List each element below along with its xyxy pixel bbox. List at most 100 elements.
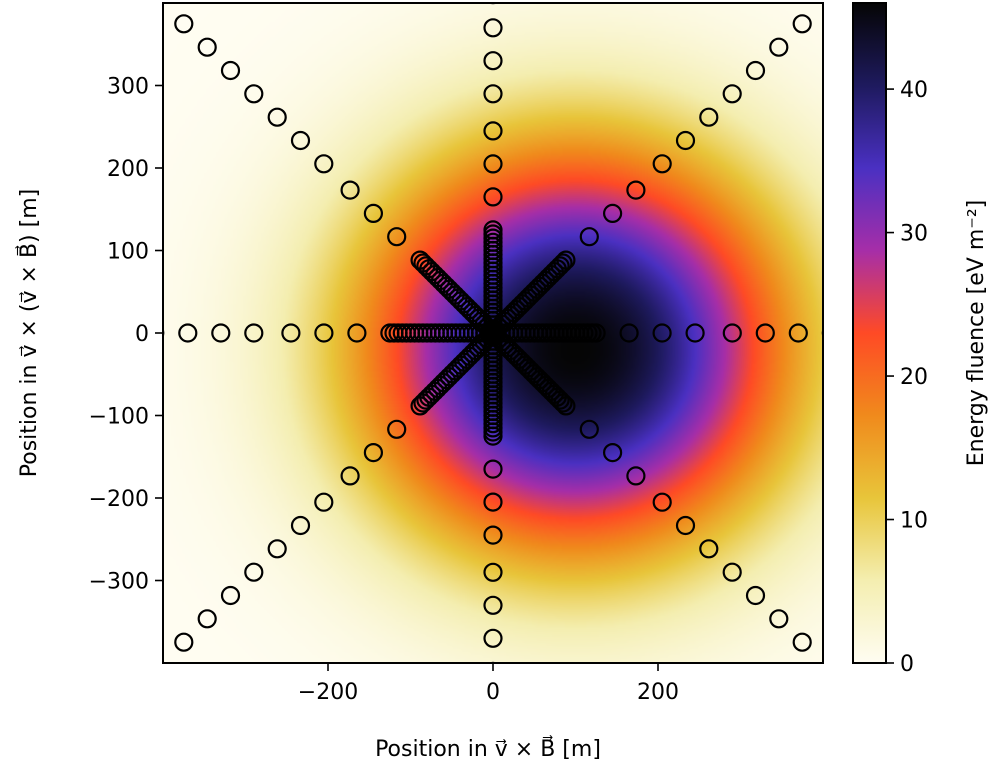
antenna-marker <box>483 426 503 446</box>
antenna-marker <box>788 323 808 343</box>
y-axis: −300 −200 −100 0 100 200 300 <box>89 75 163 595</box>
antenna-marker <box>675 515 696 536</box>
antenna-marker <box>483 220 503 240</box>
antenna-marker <box>483 154 503 174</box>
antenna-marker <box>652 154 672 174</box>
y-tick-label: −300 <box>89 570 149 595</box>
antenna-marker <box>340 466 360 486</box>
antenna-marker <box>387 227 407 247</box>
antenna-marker <box>652 492 672 512</box>
y-tick-label: 100 <box>107 240 149 265</box>
x-tick-label: 200 <box>637 680 679 705</box>
antenna-marker <box>211 323 231 343</box>
antenna-marker <box>363 443 383 463</box>
antenna-marker <box>602 203 623 223</box>
antenna-marker <box>174 632 194 652</box>
antenna-marker <box>416 390 436 410</box>
antenna-marker <box>556 250 576 270</box>
antenna-marker <box>922 325 939 342</box>
antenna-marker <box>821 328 823 338</box>
antenna-marker <box>556 396 576 416</box>
antenna-marker <box>267 107 287 127</box>
antenna-marker <box>174 14 194 34</box>
antenna-marker <box>483 84 503 104</box>
antenna-marker <box>579 227 599 247</box>
antenna-marker <box>769 609 789 629</box>
antenna-marker <box>550 390 570 410</box>
antenna-marker <box>267 539 287 559</box>
colorbar-tick-label: 40 <box>900 78 928 103</box>
antenna-marker <box>579 419 599 439</box>
antenna-marker <box>722 562 742 582</box>
antenna-marker <box>722 84 742 104</box>
antenna-marker <box>80 325 97 342</box>
antenna-marker <box>586 323 606 343</box>
antenna-marker <box>220 585 241 606</box>
antenna-marker <box>244 562 264 582</box>
colorbar: 0 10 20 30 40 Energy fluence [eV m⁻²] <box>852 2 989 677</box>
antenna-marker <box>314 323 334 343</box>
colorbar-ticks: 0 10 20 30 40 <box>886 78 928 677</box>
antenna-marker <box>483 562 503 582</box>
antenna-marker <box>413 253 433 273</box>
antenna-marker <box>483 525 503 545</box>
antenna-marker <box>483 51 503 71</box>
colorbar-tick-label: 0 <box>900 652 914 677</box>
antenna-marker <box>363 203 383 223</box>
y-tick-label: −100 <box>89 405 149 430</box>
antenna-marker <box>483 121 503 141</box>
antenna-marker <box>347 323 367 343</box>
antenna-marker <box>197 37 217 57</box>
antenna-marker <box>178 323 198 343</box>
y-tick-label: 200 <box>107 157 149 182</box>
antenna-marker <box>553 253 573 273</box>
antenna-marker <box>244 323 264 343</box>
y-tick-label: 300 <box>107 75 149 100</box>
antenna-marker <box>745 585 766 606</box>
antenna-marker <box>889 325 906 342</box>
colorbar-tick-label: 10 <box>900 509 928 534</box>
antenna-marker <box>314 154 334 174</box>
antenna-marker <box>483 492 503 512</box>
antenna-marker <box>483 595 503 615</box>
antenna-marker <box>652 323 672 343</box>
y-tick-label: −200 <box>89 487 149 512</box>
antenna-marker <box>483 459 503 479</box>
antenna-marker <box>416 256 436 276</box>
antenna-marker <box>410 396 430 416</box>
antenna-marker <box>792 14 812 34</box>
antenna-marker <box>413 393 433 413</box>
antenna-marker <box>675 130 696 151</box>
antenna-marker <box>281 323 301 343</box>
antenna-marker <box>769 37 789 57</box>
colorbar-tick-label: 20 <box>900 365 928 390</box>
antenna-marker <box>550 256 570 276</box>
antenna-marker <box>755 323 775 343</box>
antenna-marker <box>745 60 766 81</box>
antenna-marker <box>314 492 334 512</box>
antenna-marker <box>483 18 503 38</box>
antenna-marker <box>699 539 719 559</box>
antenna-marker <box>626 466 646 486</box>
antenna-marker <box>113 325 130 342</box>
colorbar-fill <box>853 3 886 663</box>
antenna-marker <box>410 250 430 270</box>
colorbar-frame <box>852 2 887 664</box>
x-tick-label: −200 <box>298 680 358 705</box>
antenna-markers <box>47 3 939 663</box>
antenna-marker <box>699 107 719 127</box>
antenna-marker <box>626 180 646 200</box>
colorbar-label: Energy fluence [eV m⁻²] <box>964 200 989 467</box>
antenna-marker <box>792 632 812 652</box>
antenna-marker <box>685 323 705 343</box>
plot-area <box>47 2 939 664</box>
antenna-marker <box>47 325 64 342</box>
antenna-marker <box>602 443 623 463</box>
x-axis: −200 0 200 <box>298 663 679 705</box>
y-axis-label: Position in v⃗ × (v⃗ × B⃗) [m] <box>15 189 42 477</box>
antenna-marker <box>244 84 264 104</box>
antenna-marker <box>340 180 360 200</box>
antenna-marker <box>553 393 573 413</box>
antenna-marker <box>483 187 503 207</box>
x-tick-label: 0 <box>486 680 500 705</box>
